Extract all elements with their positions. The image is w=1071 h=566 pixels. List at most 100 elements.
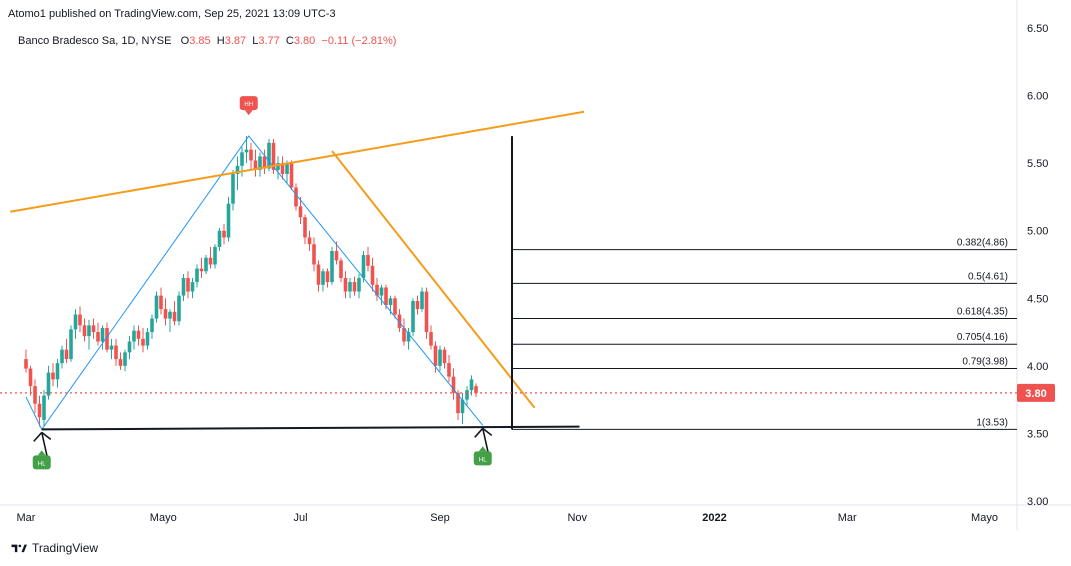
candle-body <box>375 284 379 296</box>
candle-body <box>55 363 60 380</box>
candle-body <box>33 386 37 404</box>
candle-body <box>253 160 258 170</box>
candle-body <box>294 187 298 207</box>
x-tick-label: Mar <box>838 512 857 524</box>
candle-body <box>226 203 231 238</box>
candle-body <box>343 278 348 292</box>
y-axis: 6.50 6.00 5.50 5.00 4.50 4.00 3.50 3.00 <box>1027 23 1048 508</box>
tradingview-logo-icon <box>11 544 27 553</box>
candle-body <box>303 217 307 238</box>
candle-body <box>37 403 42 418</box>
pivot-marker-label: HH <box>244 102 253 108</box>
candle-body <box>127 341 132 353</box>
candle-body <box>109 345 114 350</box>
marker-pointer <box>478 446 487 452</box>
candle-body <box>411 300 415 333</box>
candle-body <box>231 173 235 204</box>
candle-body <box>469 379 474 391</box>
candle-body <box>397 314 402 329</box>
candle-body <box>186 278 190 292</box>
candle-body <box>460 399 465 414</box>
candle-body <box>456 392 460 414</box>
candle-body <box>348 282 352 292</box>
candle-body <box>258 156 262 170</box>
candle-body <box>357 278 361 292</box>
candle-body <box>163 309 168 319</box>
candle-body <box>330 250 334 283</box>
symbol-legend: Banco Bradesco Sa, 1D, NYSE O3.85 H3.87 … <box>18 35 396 47</box>
candle-body <box>172 311 177 322</box>
high-value: 3.87 <box>224 35 247 47</box>
fib-level-label: 0.5(4.61) <box>968 271 1008 282</box>
candle-body <box>307 237 312 245</box>
candle-body <box>100 328 105 342</box>
candle-body <box>415 300 420 310</box>
y-tick-label: 6.00 <box>1027 91 1048 103</box>
candle-body <box>339 260 343 279</box>
candle-body <box>96 332 100 342</box>
drawings <box>10 110 585 460</box>
candle-body <box>271 142 276 170</box>
candle-body <box>289 163 294 188</box>
pivot-marker <box>32 455 51 470</box>
candle-body <box>69 329 73 360</box>
candle-body <box>276 163 280 170</box>
candle-body <box>190 282 195 292</box>
published-note: Atomo1 published on TradingView.com, Sep… <box>8 8 336 20</box>
candle-body <box>91 325 96 333</box>
candle-body <box>474 386 478 393</box>
fibonacci-levels: 0.382(4.86) 0.5(4.61) 0.618(4.35) 0.705(4.1… <box>512 238 1017 430</box>
open-label: O <box>180 35 190 47</box>
candle-body <box>150 318 154 333</box>
arrow-icon <box>474 427 493 456</box>
candle-body <box>285 163 289 174</box>
trend-line <box>331 150 536 409</box>
low-label: L <box>252 35 259 47</box>
candle-body <box>195 268 199 283</box>
fib-level-label: 1(3.53) <box>976 417 1008 428</box>
symbol-name: Banco Bradesco Sa, 1D, NYSE <box>18 35 172 47</box>
fib-level-label: 0.618(4.35) <box>957 307 1008 318</box>
x-axis: Mar Mayo Jul Sep Nov 2022 Mar Mayo <box>17 512 998 524</box>
candle-body <box>60 349 64 364</box>
x-tick-label: Mayo <box>971 512 998 524</box>
x-tick-label: Mayo <box>150 512 177 524</box>
candle-body <box>388 298 393 306</box>
zigzag-line <box>25 135 484 431</box>
y-tick-label: 4.50 <box>1027 293 1048 305</box>
pivot-markers: HH HL HL <box>32 96 492 470</box>
candle-body <box>199 268 204 272</box>
candle-body <box>46 372 51 396</box>
candle-body <box>406 332 411 342</box>
x-tick-label: Nov <box>567 512 587 524</box>
candle-body <box>420 291 424 310</box>
candle-body <box>433 345 438 366</box>
x-tick-label: Sep <box>430 512 450 524</box>
tradingview-footer[interactable]: TradingView <box>10 541 98 555</box>
candle-body <box>105 328 109 350</box>
candle-body <box>370 265 375 285</box>
y-tick-label: 5.00 <box>1027 226 1048 238</box>
candle-body <box>379 287 384 296</box>
arrow-icon <box>33 431 52 460</box>
pivot-marker-label: HL <box>38 461 46 467</box>
pivot-marker <box>239 96 258 111</box>
candle-body <box>42 395 46 420</box>
candle-body <box>429 332 433 346</box>
y-tick-label: 3.50 <box>1027 428 1048 440</box>
candle-body <box>213 246 217 265</box>
x-tick-label: 2022 <box>702 512 726 524</box>
candle-body <box>154 295 159 319</box>
candle-body <box>240 152 244 166</box>
fib-level-label: 0.382(4.86) <box>957 238 1008 249</box>
candle-body <box>204 257 208 272</box>
low-value: 3.77 <box>258 35 280 47</box>
candle-body <box>402 328 406 342</box>
candle-body <box>208 257 213 265</box>
current-price-label: 3.80 <box>1025 388 1046 400</box>
open-value: 3.85 <box>189 35 211 47</box>
pivot-marker-label: HL <box>479 457 487 463</box>
candle-body <box>222 230 226 238</box>
y-tick-label: 5.50 <box>1027 158 1048 170</box>
